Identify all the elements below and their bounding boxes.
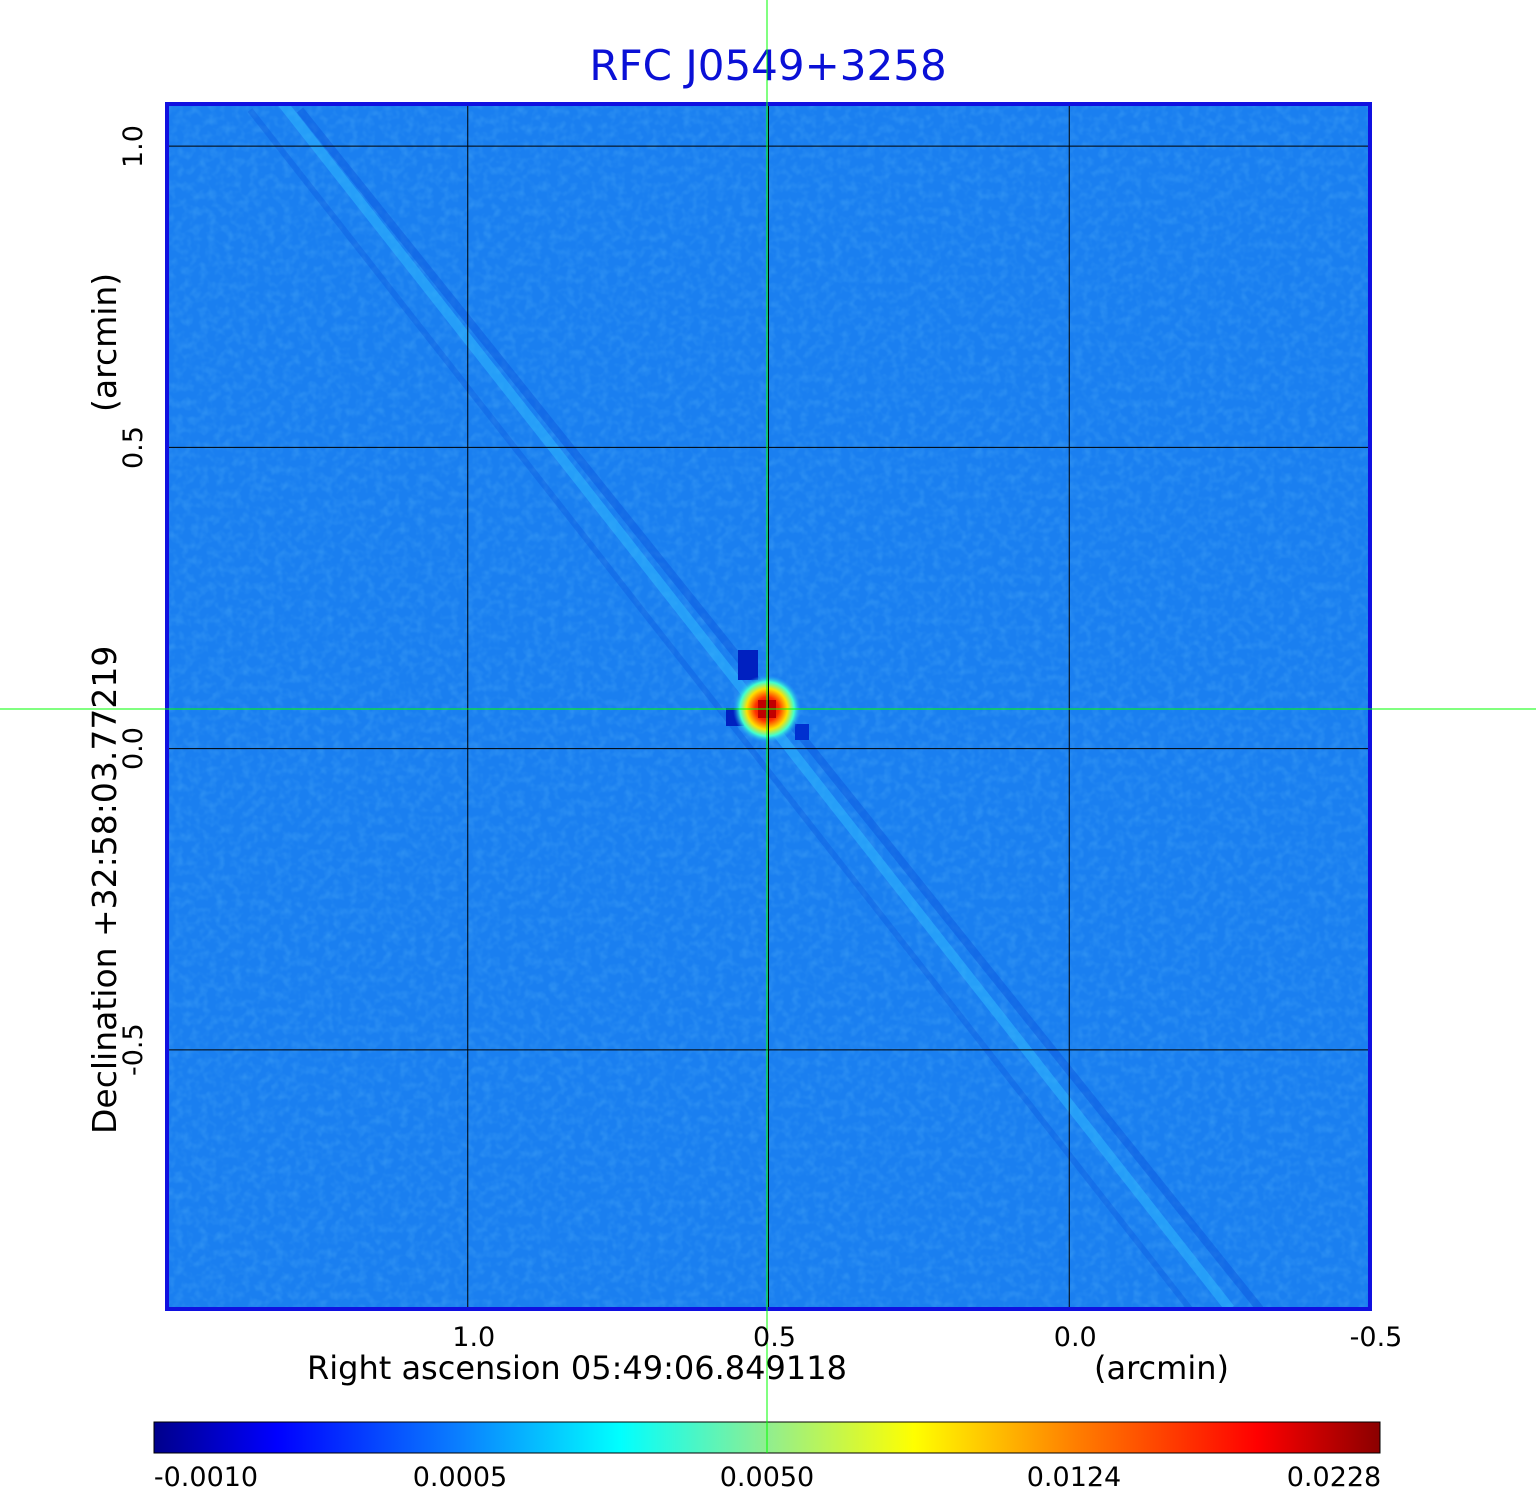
x-tick-label: -0.5	[1349, 1322, 1403, 1353]
y-tick-label: 0.0	[118, 727, 149, 771]
colorbar-tick-label: 0.0005	[412, 1462, 508, 1493]
y-tick-label: 1.0	[118, 124, 149, 168]
plot-title: RFC J0549+3258	[589, 41, 947, 90]
y-axis-unit: (arcmin)	[85, 272, 124, 412]
y-tick-label: -0.5	[118, 1023, 149, 1077]
x-axis-unit: (arcmin)	[1094, 1349, 1229, 1387]
negative-lobe	[795, 724, 809, 740]
colorbar-tick-label: 0.0050	[719, 1462, 815, 1493]
x-axis-label: Right ascension 05:49:06.849118	[307, 1349, 847, 1387]
colorbar-tick-label: -0.0010	[153, 1462, 259, 1493]
y-tick-label: 0.5	[118, 425, 149, 469]
colorbar-tick-label: 0.0228	[1286, 1462, 1382, 1493]
colorbar-tick-label: 0.0124	[1026, 1462, 1122, 1493]
negative-lobe	[738, 650, 758, 680]
x-tick-label: 1.0	[452, 1322, 496, 1353]
plot-frame	[165, 102, 1372, 1311]
coordinate-grid	[167, 104, 1370, 1309]
y-axis-label: Declination +32:58:03.77219	[85, 645, 124, 1134]
x-tick-label: 0.5	[753, 1322, 796, 1353]
x-tick-label: 0.0	[1053, 1322, 1097, 1353]
